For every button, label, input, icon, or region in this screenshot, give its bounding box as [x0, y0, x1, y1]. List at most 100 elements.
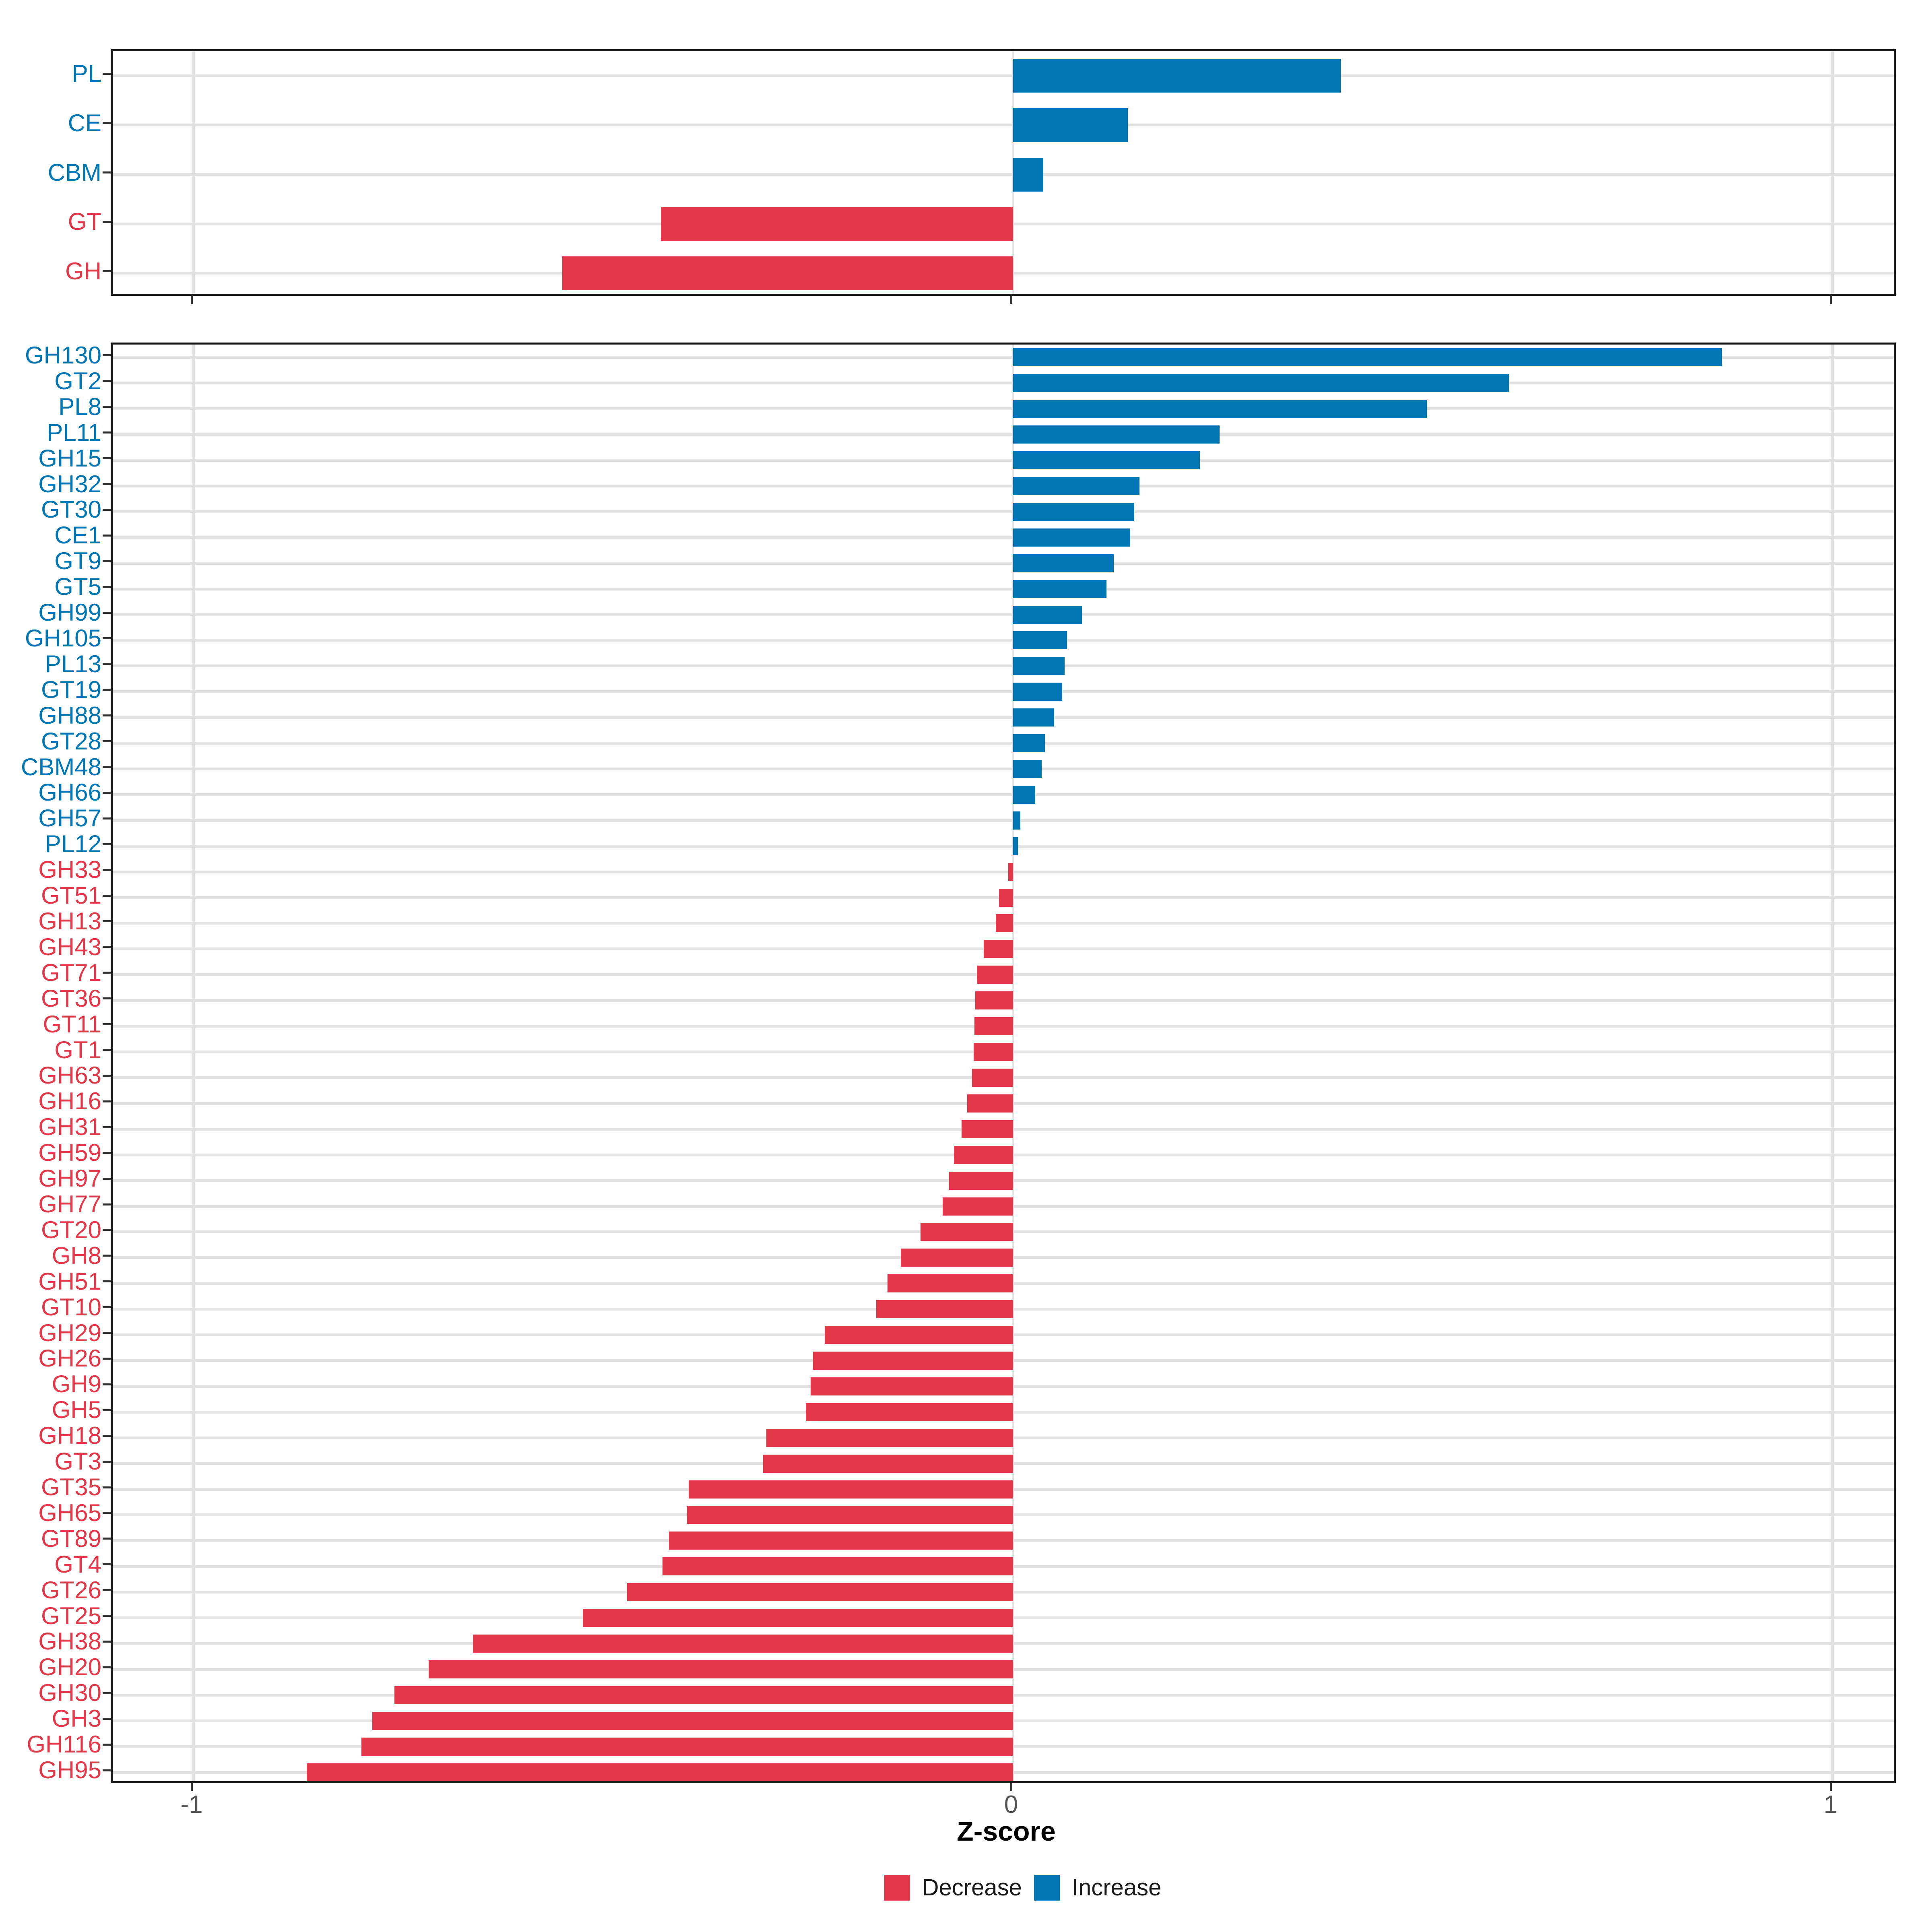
- y-axis-label-GT9: GT9: [54, 547, 101, 575]
- bar-PL: [1013, 59, 1341, 93]
- legend-swatch-decrease: [884, 1875, 910, 1901]
- bar-GT: [661, 207, 1013, 241]
- x-axis-title: Z-score: [957, 1816, 1056, 1847]
- y-axis-tick: [103, 740, 111, 743]
- bar-PL11: [1013, 425, 1220, 444]
- y-axis-tick: [103, 1152, 111, 1154]
- y-axis-label-GH51: GH51: [38, 1267, 101, 1295]
- y-axis-tick: [103, 406, 111, 408]
- y-axis-label-GT2: GT2: [54, 367, 101, 394]
- bar-GH16: [967, 1094, 1013, 1113]
- gridline-y: [113, 356, 1894, 359]
- bar-GT4: [662, 1557, 1013, 1576]
- bar-GH8: [901, 1249, 1013, 1267]
- y-axis-label-GH30: GH30: [38, 1679, 101, 1707]
- bar-GT25: [583, 1609, 1013, 1627]
- bar-GH99: [1013, 605, 1082, 624]
- y-axis-label-GH63: GH63: [38, 1062, 101, 1089]
- gridline-y: [113, 459, 1894, 462]
- y-axis-label-GH99: GH99: [38, 599, 101, 626]
- bar-GH77: [942, 1197, 1013, 1216]
- gridline-y: [113, 510, 1894, 513]
- bar-GH97: [949, 1171, 1013, 1190]
- y-axis-label-PL8: PL8: [58, 393, 101, 420]
- y-axis-label-GH66: GH66: [38, 779, 101, 806]
- x-axis-tick: [190, 1783, 193, 1791]
- y-axis-tick: [103, 171, 111, 173]
- bar-GT20: [920, 1223, 1013, 1241]
- y-axis-tick: [103, 1229, 111, 1231]
- bar-GT19: [1013, 683, 1063, 701]
- x-axis-tick: [1829, 296, 1832, 304]
- bar-GH29: [824, 1326, 1013, 1344]
- y-axis-tick: [103, 1357, 111, 1360]
- bar-PL12: [1013, 837, 1018, 855]
- y-axis-tick: [103, 508, 111, 511]
- bar-GT10: [876, 1300, 1013, 1319]
- bar-GH15: [1013, 451, 1200, 470]
- bar-GT71: [977, 966, 1013, 984]
- gridline-y: [113, 665, 1894, 668]
- y-axis-tick: [103, 1177, 111, 1180]
- y-axis-label-GH88: GH88: [38, 702, 101, 729]
- y-axis-tick: [103, 1383, 111, 1385]
- y-axis-label-GH5: GH5: [52, 1396, 101, 1424]
- bar-GH66: [1013, 785, 1035, 804]
- bar-GT3: [763, 1454, 1013, 1473]
- y-axis-label-GT51: GT51: [41, 882, 101, 909]
- y-axis-label-CE: CE: [68, 109, 101, 136]
- x-axis-tick: [190, 296, 193, 304]
- y-axis-tick: [103, 1126, 111, 1128]
- y-axis-tick: [103, 1666, 111, 1668]
- y-axis-tick: [103, 560, 111, 562]
- y-axis-label-GT: GT: [68, 208, 101, 235]
- y-axis-label-GT20: GT20: [41, 1216, 101, 1243]
- y-axis-tick: [103, 920, 111, 923]
- y-axis-label-GT89: GT89: [41, 1525, 101, 1552]
- gridline-y: [113, 433, 1894, 436]
- y-axis-label-GH13: GH13: [38, 907, 101, 935]
- bar-GT1: [974, 1043, 1013, 1061]
- y-axis-tick: [103, 817, 111, 819]
- x-tick-label: -1: [180, 1791, 203, 1818]
- y-axis-tick: [103, 431, 111, 434]
- bar-GT9: [1013, 554, 1114, 572]
- bar-GH30: [394, 1686, 1013, 1704]
- y-axis-label-PL11: PL11: [47, 419, 101, 446]
- y-axis-tick: [103, 1640, 111, 1643]
- bar-GH59: [954, 1146, 1013, 1164]
- y-axis-tick: [103, 1203, 111, 1205]
- y-axis-label-GT11: GT11: [43, 1010, 101, 1038]
- bar-GH95: [306, 1763, 1013, 1781]
- y-axis-tick: [103, 1409, 111, 1411]
- y-axis-label-PL: PL: [72, 60, 101, 87]
- bar-GH18: [766, 1428, 1013, 1447]
- x-tick-label: 1: [1823, 1791, 1838, 1818]
- y-axis-label-GH33: GH33: [38, 856, 101, 883]
- y-axis-tick: [103, 1486, 111, 1488]
- bar-GH105: [1013, 631, 1067, 650]
- bar-GH13: [996, 914, 1013, 933]
- bar-GH43: [983, 940, 1013, 958]
- y-axis-label-GT19: GT19: [41, 676, 101, 703]
- y-axis-label-GH15: GH15: [38, 444, 101, 472]
- bar-GT2: [1013, 374, 1509, 392]
- bar-GT36: [975, 991, 1013, 1010]
- y-axis-label-CBM: CBM: [47, 159, 101, 186]
- gridline-y: [113, 587, 1894, 590]
- gridline-y: [113, 561, 1894, 565]
- bar-GH88: [1013, 708, 1054, 727]
- y-axis-label-GH57: GH57: [38, 805, 101, 832]
- y-axis-label-GH43: GH43: [38, 933, 101, 960]
- y-axis-tick: [103, 1692, 111, 1694]
- y-axis-tick: [103, 766, 111, 768]
- y-axis-label-GH20: GH20: [38, 1653, 101, 1681]
- bar-GH63: [972, 1068, 1013, 1087]
- y-axis-label-GH32: GH32: [38, 470, 101, 497]
- bar-GH33: [1008, 863, 1013, 881]
- y-axis-tick: [103, 1717, 111, 1720]
- y-axis-tick: [103, 354, 111, 357]
- bar-CBM: [1013, 157, 1044, 192]
- y-axis-label-GH97: GH97: [38, 1165, 101, 1192]
- y-axis-label-GH16: GH16: [38, 1088, 101, 1115]
